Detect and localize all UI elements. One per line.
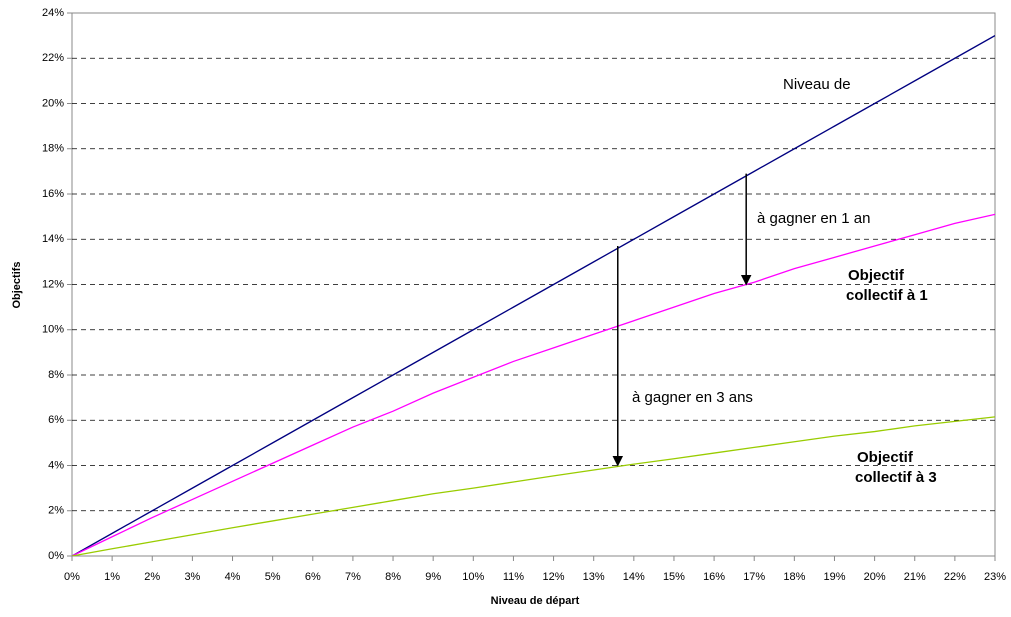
x-tick-label: 14% [623,571,645,583]
y-tick-label: 12% [42,278,64,290]
y-tick-label: 18% [42,143,64,155]
x-tick-label: 19% [823,571,845,583]
y-axis-label: Objectifs [11,261,23,308]
x-tick-label: 20% [864,571,886,583]
series-label: Objectif collectif à 1 [846,267,928,304]
x-tick-label: 5% [265,571,281,583]
y-tick-label: 14% [42,233,64,245]
y-tick-label: 24% [42,7,64,19]
x-tick-label: 4% [225,571,241,583]
x-tick-label: 15% [663,571,685,583]
y-tick-label: 2% [48,505,64,517]
x-tick-label: 16% [703,571,725,583]
series-line [72,213,995,556]
x-tick-label: 12% [543,571,565,583]
x-tick-label: 8% [385,571,401,583]
y-tick-label: 10% [42,324,64,336]
y-tick-label: 0% [48,550,64,562]
y-tick-label: 16% [42,188,64,200]
x-tick-label: 2% [144,571,160,583]
x-tick-label: 9% [425,571,441,583]
series-line [72,416,995,556]
x-tick-label: 22% [944,571,966,583]
series-label: Objectif collectif à 3 [855,449,937,486]
arrow-label: à gagner en 3 ans [632,389,753,406]
x-tick-label: 7% [345,571,361,583]
x-tick-label: 1% [104,571,120,583]
x-tick-label: 3% [184,571,200,583]
y-tick-label: 8% [48,369,64,381]
y-tick-label: 6% [48,414,64,426]
x-axis-label: Niveau de départ [491,595,580,607]
y-tick-label: 4% [48,459,64,471]
x-tick-label: 21% [904,571,926,583]
y-tick-label: 20% [42,97,64,109]
y-tick-label: 22% [42,52,64,64]
x-tick-label: 10% [462,571,484,583]
x-tick-label: 11% [503,571,524,583]
x-tick-label: 6% [305,571,321,583]
x-tick-label: 17% [743,571,765,583]
series-label: Niveau de [783,76,851,93]
x-tick-label: 13% [583,571,605,583]
arrow-label: à gagner en 1 an [757,210,870,227]
x-tick-label: 23% [984,571,1006,583]
x-tick-label: 0% [64,571,80,583]
series-line [72,35,995,556]
x-tick-label: 18% [783,571,805,583]
